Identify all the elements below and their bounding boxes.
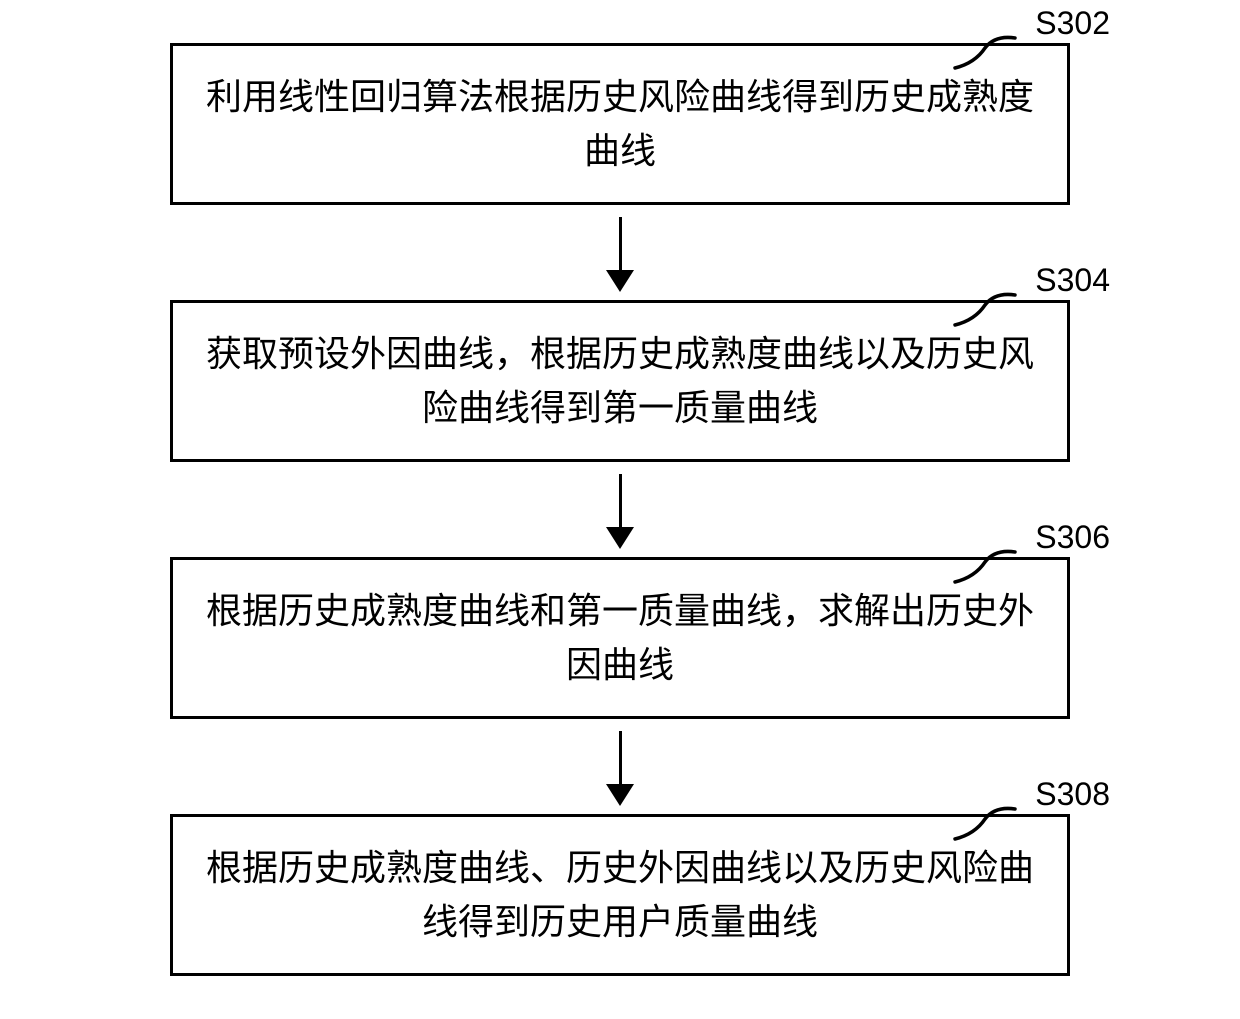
- label-curve-icon: [950, 290, 1020, 330]
- step-box-3: 根据历史成熟度曲线和第一质量曲线，求解出历史外因曲线: [170, 557, 1070, 719]
- step-label-1: S302: [1035, 5, 1110, 42]
- step-box-1: 利用线性回归算法根据历史风险曲线得到历史成熟度曲线: [170, 43, 1070, 205]
- step-label-4: S308: [1035, 776, 1110, 813]
- step-box-4: 根据历史成熟度曲线、历史外因曲线以及历史风险曲线得到历史用户质量曲线: [170, 814, 1070, 976]
- step-box-2: 获取预设外因曲线，根据历史成熟度曲线以及历史风险曲线得到第一质量曲线: [170, 300, 1070, 462]
- step-wrapper-4: S308 根据历史成熟度曲线、历史外因曲线以及历史风险曲线得到历史用户质量曲线: [120, 814, 1120, 976]
- flowchart-container: S302 利用线性回归算法根据历史风险曲线得到历史成熟度曲线 S304 获取预设…: [120, 43, 1120, 976]
- label-curve-icon: [950, 33, 1020, 73]
- step-wrapper-1: S302 利用线性回归算法根据历史风险曲线得到历史成熟度曲线: [120, 43, 1120, 205]
- arrow-icon: [606, 217, 634, 292]
- step-wrapper-2: S304 获取预设外因曲线，根据历史成熟度曲线以及历史风险曲线得到第一质量曲线: [120, 300, 1120, 462]
- step-label-2: S304: [1035, 262, 1110, 299]
- arrow-icon: [606, 731, 634, 806]
- step-label-3: S306: [1035, 519, 1110, 556]
- label-curve-icon: [950, 547, 1020, 587]
- arrow-icon: [606, 474, 634, 549]
- label-curve-icon: [950, 804, 1020, 844]
- step-wrapper-3: S306 根据历史成熟度曲线和第一质量曲线，求解出历史外因曲线: [120, 557, 1120, 719]
